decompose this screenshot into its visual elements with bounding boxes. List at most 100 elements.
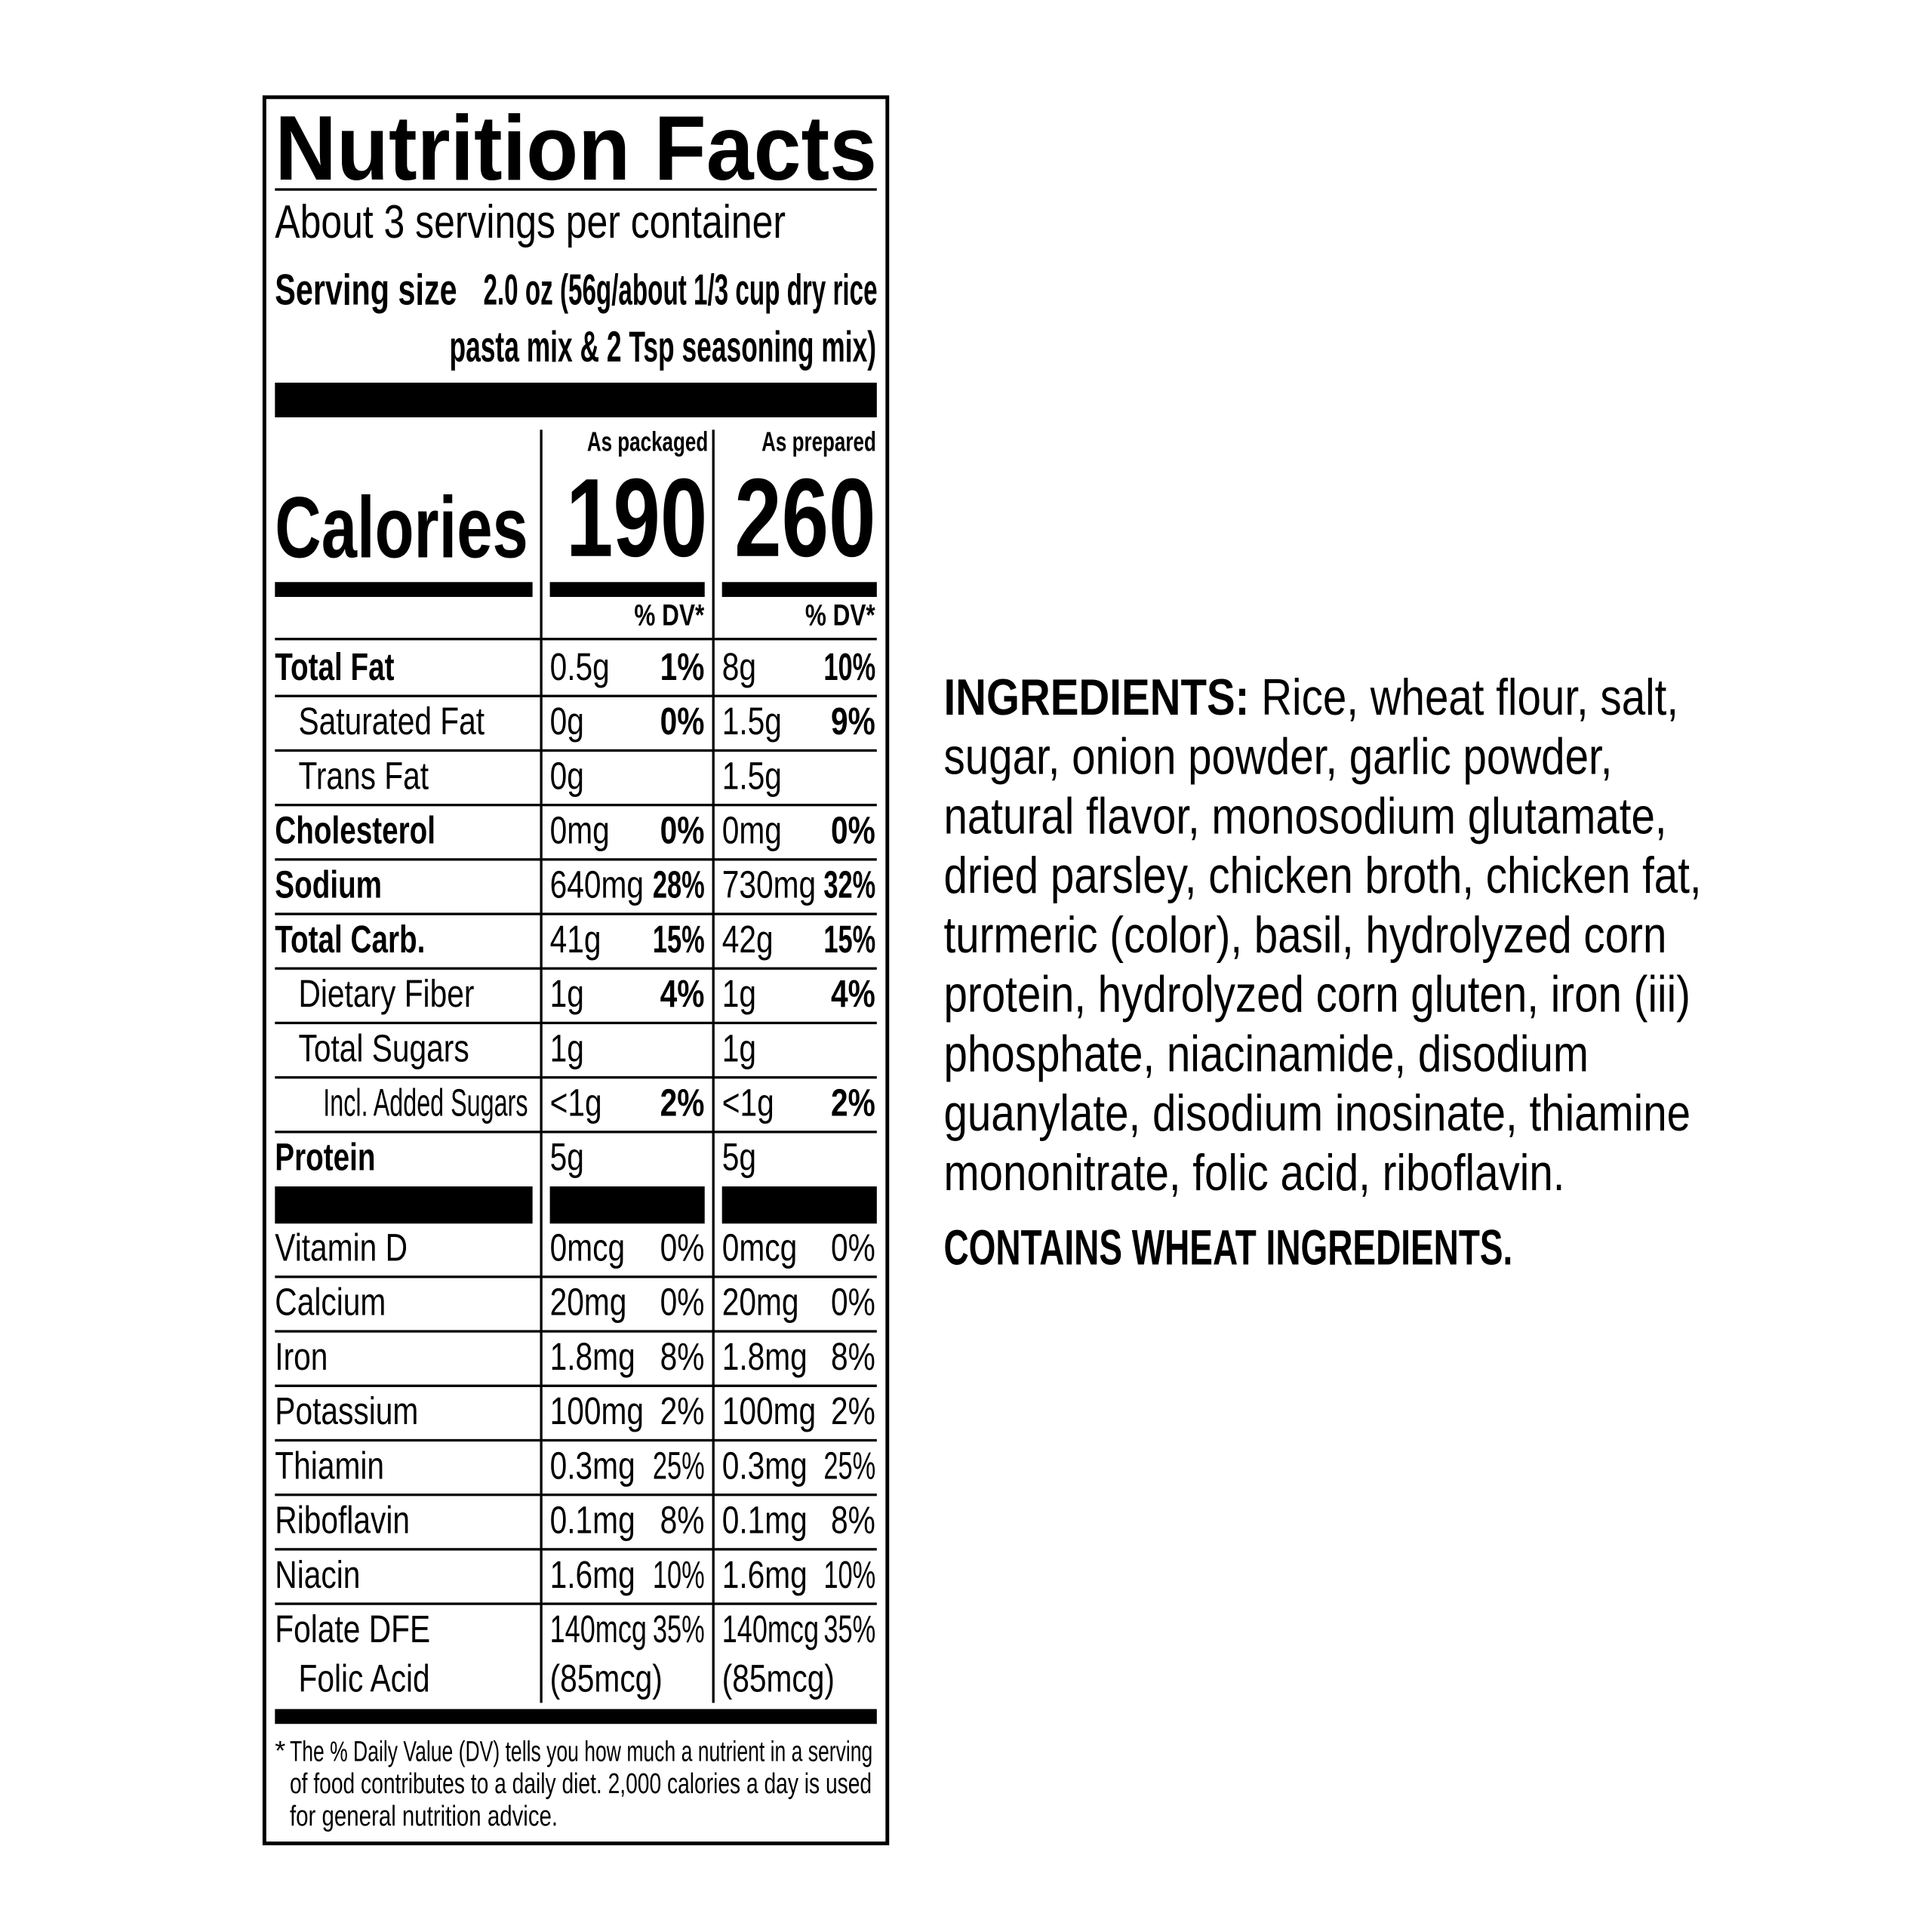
nutrient-name: Sodium <box>275 863 383 907</box>
amount-prepared: 140mcg <box>721 1607 820 1651</box>
divider <box>275 188 877 191</box>
thick-divider <box>721 582 877 597</box>
thick-divider <box>549 582 705 597</box>
nutrient-name: Thiamin <box>275 1444 385 1487</box>
dv-prepared: 2% <box>831 1389 876 1433</box>
amount-packaged: 140mcg <box>549 1607 647 1651</box>
dv-packaged: 1% <box>660 645 705 689</box>
thick-divider <box>721 1186 877 1224</box>
amount-packaged: 0mcg <box>549 1226 626 1270</box>
dv-prepared: 10% <box>823 645 876 689</box>
dv-prepared: 2% <box>831 1081 876 1125</box>
nutrient-name: Trans Fat <box>298 754 429 798</box>
amount-prepared: 0.1mg <box>721 1498 808 1543</box>
dv-packaged: 4% <box>660 972 705 1016</box>
amount-packaged: 0mg <box>549 808 610 853</box>
dv-prepared: 10% <box>823 1552 876 1597</box>
nutrient-name: Total Fat <box>275 645 395 689</box>
dv-prepared: 32% <box>823 863 876 907</box>
amount-packaged: 1.6mg <box>549 1552 635 1597</box>
column-divider <box>712 429 715 1703</box>
dv-packaged: 0% <box>660 700 705 743</box>
amount-prepared: 1g <box>721 972 756 1016</box>
amount-prepared: 1.6mg <box>721 1552 808 1597</box>
dv-prepared: 25% <box>823 1444 876 1487</box>
thick-divider <box>275 1709 877 1724</box>
divider <box>275 1275 877 1278</box>
amount-packaged: 0g <box>549 754 584 798</box>
dv-prepared: 8% <box>831 1334 876 1379</box>
divider <box>275 638 877 641</box>
nutrient-name: Cholesterol <box>275 808 435 853</box>
divider <box>275 749 877 752</box>
dv-packaged: 8% <box>660 1334 705 1379</box>
amount-packaged: 41g <box>549 917 601 961</box>
divider <box>275 858 877 861</box>
dv-packaged: 0% <box>660 1226 705 1270</box>
amount-packaged: 0.3mg <box>549 1444 635 1487</box>
nutrient-name: Iron <box>275 1334 328 1379</box>
folic-acid-prepared: (85mcg) <box>721 1657 835 1701</box>
dv-packaged: 0% <box>660 808 705 853</box>
amount-prepared: 1.5g <box>721 700 782 743</box>
amount-prepared: 1.8mg <box>721 1334 808 1379</box>
dv-header-packaged: % DV* <box>634 599 705 633</box>
amount-packaged: 100mg <box>549 1389 645 1433</box>
folic-acid-packaged: (85mcg) <box>549 1657 663 1701</box>
thick-divider <box>549 1186 705 1224</box>
column-divider <box>540 429 543 1703</box>
divider <box>275 694 877 697</box>
divider <box>275 1330 877 1333</box>
nutrient-name: Riboflavin <box>275 1498 411 1543</box>
dv-packaged: 10% <box>652 1552 705 1597</box>
serving-size-value-2: pasta mix & 2 Tsp seasoning mix) <box>450 323 877 372</box>
ingredients-heading: INGREDIENTS: <box>943 669 1250 726</box>
divider <box>275 967 877 970</box>
amount-prepared: 1.5g <box>721 754 782 798</box>
amount-prepared: 5g <box>721 1135 756 1180</box>
amount-prepared: 100mg <box>721 1389 817 1433</box>
dv-prepared: 15% <box>823 917 876 961</box>
amount-prepared: <1g <box>721 1081 774 1125</box>
amount-packaged: 1g <box>549 972 584 1016</box>
divider <box>275 804 877 807</box>
amount-prepared: 0.3mg <box>721 1444 808 1487</box>
dv-packaged: 8% <box>660 1498 705 1543</box>
dv-packaged: 25% <box>652 1444 705 1487</box>
nutrient-name: Protein <box>275 1135 376 1180</box>
nutrient-name: Total Sugars <box>298 1026 469 1070</box>
amount-packaged: 0g <box>549 700 584 743</box>
serving-size-label: Serving size <box>275 266 457 315</box>
column-header-packaged: As packaged <box>587 426 709 457</box>
dv-prepared: 8% <box>831 1498 876 1543</box>
allergen-statement: CONTAINS WHEAT INGREDIENTS. <box>943 1221 1513 1276</box>
amount-prepared: 0mcg <box>721 1226 798 1270</box>
nutrient-name: Calcium <box>275 1280 386 1324</box>
dv-prepared: 0% <box>831 1226 876 1270</box>
amount-packaged: 0.5g <box>549 645 610 689</box>
dv-prepared: 4% <box>831 972 876 1016</box>
amount-prepared: 1g <box>721 1026 756 1070</box>
label-title: Nutrition Facts <box>275 96 877 200</box>
nutrition-facts-label <box>262 95 890 1846</box>
nutrient-name: Potassium <box>275 1389 419 1433</box>
amount-prepared: 730mg <box>721 863 817 907</box>
amount-packaged: 1.8mg <box>549 1334 635 1379</box>
dv-packaged: 2% <box>660 1081 705 1125</box>
dv-packaged: 28% <box>652 863 705 907</box>
divider <box>275 1494 877 1497</box>
divider <box>275 1076 877 1079</box>
thick-divider <box>275 582 533 597</box>
divider <box>275 912 877 915</box>
nutrient-name: Niacin <box>275 1552 361 1597</box>
folic-acid-name: Folic Acid <box>298 1657 430 1701</box>
dv-packaged: 15% <box>652 917 705 961</box>
divider <box>275 1021 877 1025</box>
serving-size-value-1: 2.0 oz (56g/about 1/3 cup dry rice <box>482 266 877 315</box>
divider <box>275 1548 877 1551</box>
amount-prepared: 0mg <box>721 808 782 853</box>
nutrient-name: Dietary Fiber <box>298 972 475 1016</box>
servings-per-container: About 3 servings per container <box>275 196 786 249</box>
calories-label: Calories <box>275 479 528 577</box>
